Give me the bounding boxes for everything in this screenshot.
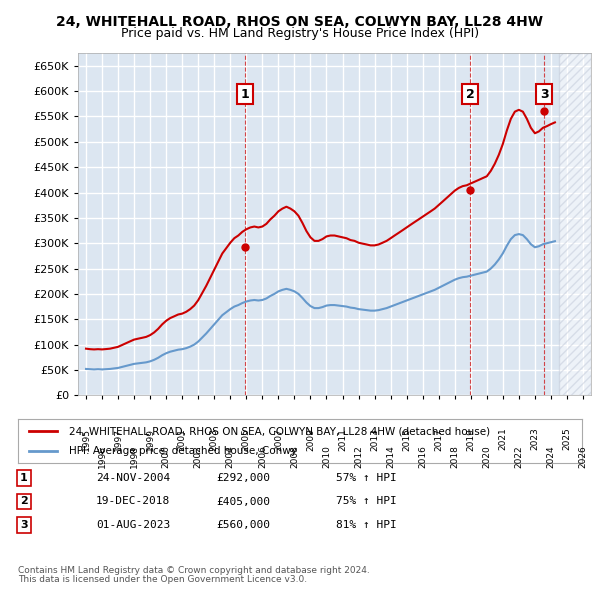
Text: 24, WHITEHALL ROAD, RHOS ON SEA, COLWYN BAY, LL28 4HW (detached house): 24, WHITEHALL ROAD, RHOS ON SEA, COLWYN … bbox=[69, 427, 490, 436]
Text: 2004: 2004 bbox=[226, 445, 235, 468]
Text: 2001: 2001 bbox=[178, 428, 187, 451]
Text: 3: 3 bbox=[20, 520, 28, 530]
Text: 57% ↑ HPI: 57% ↑ HPI bbox=[336, 473, 397, 483]
Text: £405,000: £405,000 bbox=[216, 497, 270, 506]
Text: 2008: 2008 bbox=[290, 445, 299, 468]
Text: 1995: 1995 bbox=[82, 428, 91, 451]
Text: 2012: 2012 bbox=[354, 445, 363, 468]
Text: 2013: 2013 bbox=[370, 428, 379, 451]
Text: This data is licensed under the Open Government Licence v3.0.: This data is licensed under the Open Gov… bbox=[18, 575, 307, 584]
Text: 1999: 1999 bbox=[146, 428, 155, 451]
Text: 2019: 2019 bbox=[466, 428, 475, 451]
Text: 2018: 2018 bbox=[450, 445, 459, 468]
Text: 24-NOV-2004: 24-NOV-2004 bbox=[96, 473, 170, 483]
Text: 2025: 2025 bbox=[562, 428, 571, 451]
Text: 2002: 2002 bbox=[194, 445, 203, 468]
Text: 2014: 2014 bbox=[386, 445, 395, 468]
Text: 2007: 2007 bbox=[274, 428, 283, 451]
Text: £292,000: £292,000 bbox=[216, 473, 270, 483]
Text: 1: 1 bbox=[241, 88, 249, 101]
Text: Contains HM Land Registry data © Crown copyright and database right 2024.: Contains HM Land Registry data © Crown c… bbox=[18, 566, 370, 575]
Text: 2010: 2010 bbox=[322, 445, 331, 468]
Text: 2009: 2009 bbox=[306, 428, 315, 451]
Text: 2: 2 bbox=[466, 88, 475, 101]
Text: 2023: 2023 bbox=[530, 428, 539, 451]
Text: 1: 1 bbox=[20, 473, 28, 483]
Text: 2006: 2006 bbox=[258, 445, 267, 468]
Text: 2015: 2015 bbox=[402, 428, 411, 451]
Text: 2003: 2003 bbox=[210, 428, 219, 451]
Text: 24, WHITEHALL ROAD, RHOS ON SEA, COLWYN BAY, LL28 4HW: 24, WHITEHALL ROAD, RHOS ON SEA, COLWYN … bbox=[56, 15, 544, 29]
Text: 2005: 2005 bbox=[242, 428, 251, 451]
Text: 2020: 2020 bbox=[482, 445, 491, 468]
Text: 1996: 1996 bbox=[98, 445, 107, 468]
Text: 2016: 2016 bbox=[418, 445, 427, 468]
Text: 2017: 2017 bbox=[434, 428, 443, 451]
Text: 19-DEC-2018: 19-DEC-2018 bbox=[96, 497, 170, 506]
Text: 1997: 1997 bbox=[113, 428, 122, 451]
Text: 75% ↑ HPI: 75% ↑ HPI bbox=[336, 497, 397, 506]
Text: 2024: 2024 bbox=[547, 445, 556, 468]
Text: 01-AUG-2023: 01-AUG-2023 bbox=[96, 520, 170, 530]
Text: HPI: Average price, detached house, Conwy: HPI: Average price, detached house, Conw… bbox=[69, 446, 296, 455]
Text: 2000: 2000 bbox=[161, 445, 170, 468]
Text: 1998: 1998 bbox=[130, 445, 139, 468]
Text: 2: 2 bbox=[20, 497, 28, 506]
Text: 2026: 2026 bbox=[578, 445, 587, 468]
Text: 2011: 2011 bbox=[338, 428, 347, 451]
Bar bbox=[559, 53, 591, 395]
Text: 2021: 2021 bbox=[499, 428, 508, 451]
Text: £560,000: £560,000 bbox=[216, 520, 270, 530]
Text: 81% ↑ HPI: 81% ↑ HPI bbox=[336, 520, 397, 530]
Text: 3: 3 bbox=[540, 88, 548, 101]
Text: Price paid vs. HM Land Registry's House Price Index (HPI): Price paid vs. HM Land Registry's House … bbox=[121, 27, 479, 40]
Text: 2022: 2022 bbox=[514, 445, 523, 468]
